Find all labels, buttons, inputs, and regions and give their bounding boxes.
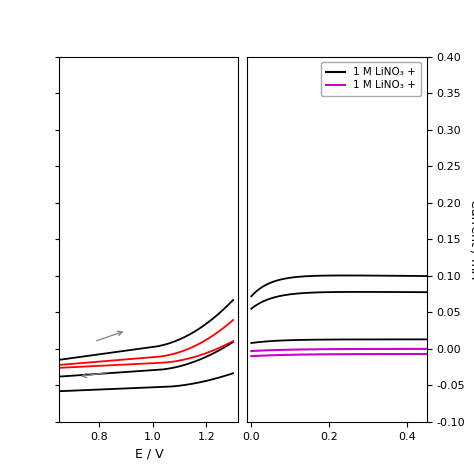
Y-axis label: Current / mA: Current / mA: [469, 200, 474, 279]
Legend: 1 M LiNO₃ +, 1 M LiNO₃ +: 1 M LiNO₃ +, 1 M LiNO₃ +: [321, 62, 421, 96]
X-axis label: E / V: E / V: [135, 447, 163, 460]
